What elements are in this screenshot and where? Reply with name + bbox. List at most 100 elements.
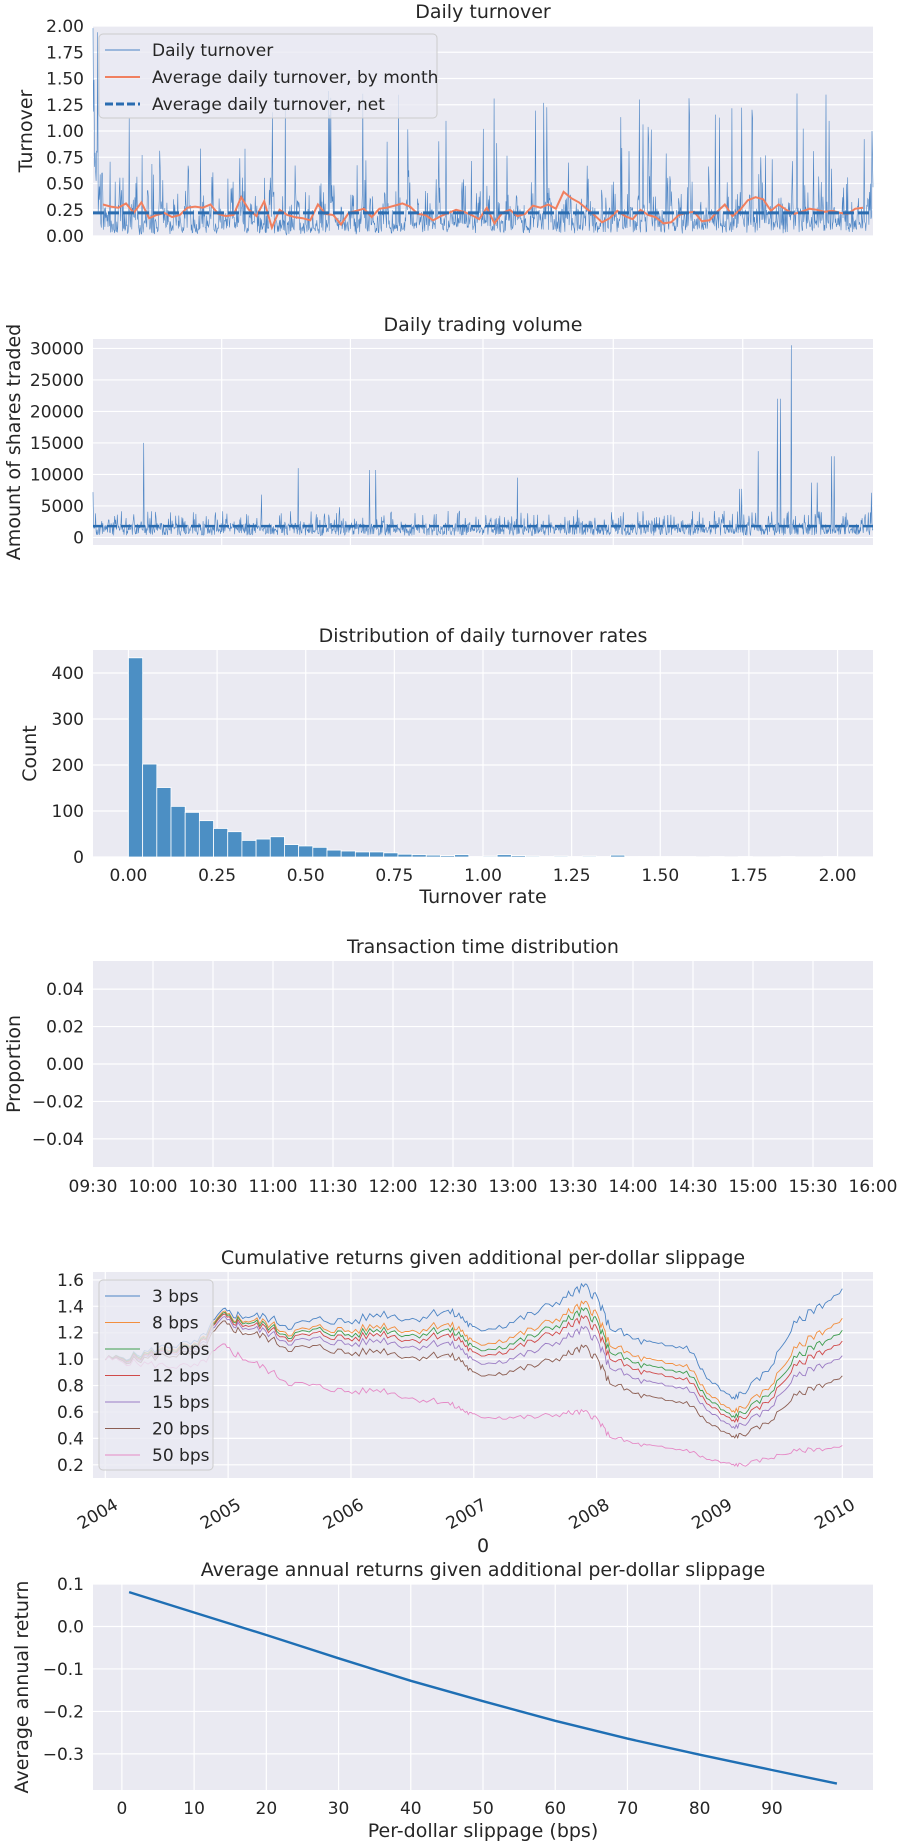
histogram-bar [213, 828, 229, 858]
y-axis-label: Amount of shares traded [3, 324, 25, 560]
legend-label: Average daily turnover, by month [152, 68, 438, 88]
y-tick-label: 1.0 [57, 1350, 84, 1370]
histogram-bar [184, 811, 200, 858]
histogram-bar [340, 850, 356, 858]
panel-1: Daily turnover Turnover 0.00 0.25 0.50 0.75 1.… [15, 1, 874, 247]
x-tick-label: 2006 [320, 1495, 367, 1534]
histogram-bar [241, 840, 257, 858]
histogram-bar [525, 855, 541, 858]
x-tick-label: 1.75 [730, 866, 768, 886]
histogram-bar [156, 787, 172, 858]
legend-label: 15 bps [152, 1393, 210, 1413]
y-axis-label: Turnover [15, 89, 37, 173]
x-tick-label: 0.00 [110, 866, 148, 886]
x-tick-label: 1.00 [464, 866, 502, 886]
y-tick-label: 0.6 [57, 1403, 84, 1423]
x-tick-label: 10:30 [189, 1177, 238, 1197]
cumulative-return-line [104, 1316, 843, 1430]
histogram-bar [510, 855, 526, 858]
legend: Daily turnover Average daily turnover, by… [98, 33, 438, 119]
y-tick-label: −0.3 [43, 1745, 84, 1765]
histogram-bar [269, 836, 285, 858]
daily-volume-line [92, 345, 874, 537]
y-tick-label: 1.25 [46, 96, 84, 116]
y-tick-label: 100 [52, 802, 84, 822]
x-tick-label: 1.25 [553, 866, 591, 886]
x-tick-label: 0.25 [198, 866, 236, 886]
y-tick-label: 200 [52, 756, 84, 776]
histogram-bar [255, 838, 271, 858]
chart-title: Average annual returns given additional … [201, 1559, 766, 1581]
y-tick-label: 0.1 [57, 1575, 84, 1595]
legend-label: 50 bps [152, 1446, 210, 1466]
x-axis-label: Turnover rate [418, 886, 546, 908]
y-tick-label: 1.50 [46, 70, 84, 90]
y-tick-label: 0.0 [57, 1617, 84, 1637]
y-tick-label: 1.4 [57, 1297, 84, 1317]
x-tick-label: 16:00 [849, 1177, 898, 1197]
y-tick-label: 0.04 [46, 980, 84, 1000]
x-axis-label: 0 [477, 1535, 489, 1557]
x-axis-label: Per-dollar slippage (bps) [368, 1820, 599, 1842]
x-tick-label: 0.75 [375, 866, 413, 886]
x-tick-label: 15:30 [789, 1177, 838, 1197]
x-tick-label: 2010 [811, 1495, 858, 1534]
x-tick-label: 2004 [74, 1495, 121, 1534]
y-tick-label: 0.00 [46, 1055, 84, 1075]
y-tick-label: 300 [52, 710, 84, 730]
y-tick-label: 2.00 [46, 17, 84, 37]
x-tick-label: 2009 [688, 1495, 735, 1534]
legend-label: 3 bps [152, 1287, 199, 1307]
x-tick-label: 2005 [197, 1495, 244, 1534]
cumulative-return-line [104, 1313, 843, 1423]
legend: 3 bps 8 bps 10 bps 12 bps 15 bps 20 bps 50 bps [98, 1279, 214, 1471]
x-tick-label: 1.50 [641, 866, 679, 886]
x-tick-label: 14:00 [609, 1177, 658, 1197]
y-tick-label: −0.04 [32, 1130, 84, 1150]
y-axis-label: Average annual return [11, 1581, 33, 1794]
y-tick-label: 0.4 [57, 1429, 84, 1449]
y-tick-label: 1.6 [57, 1271, 84, 1291]
x-tick-label: 0.50 [287, 866, 325, 886]
y-tick-label: 30000 [30, 339, 84, 359]
histogram-bar [326, 849, 342, 858]
x-tick-label: 13:00 [489, 1177, 538, 1197]
legend-box [98, 1279, 214, 1471]
chart-title: Transaction time distribution [346, 936, 619, 958]
histogram-bar [581, 855, 597, 858]
x-tick-label: 20 [256, 1799, 278, 1819]
x-tick-label: 2007 [443, 1495, 490, 1534]
chart-title: Daily turnover [415, 1, 551, 23]
y-tick-label: 0 [73, 848, 84, 868]
legend-label: 8 bps [152, 1314, 199, 1334]
histogram-bar [411, 854, 427, 858]
x-tick-label: 11:30 [309, 1177, 358, 1197]
legend-label: 12 bps [152, 1367, 210, 1387]
x-tick-label: 80 [689, 1799, 711, 1819]
histogram-bar [383, 852, 399, 858]
legend-box [98, 33, 438, 119]
cumulative-return-line [104, 1320, 843, 1440]
histogram-bar [298, 845, 314, 858]
x-tick-label: 40 [400, 1799, 422, 1819]
y-tick-label: 0.25 [46, 201, 84, 221]
x-tick-label: 90 [761, 1799, 783, 1819]
annual-return-line [128, 1590, 838, 1785]
legend-label: 10 bps [152, 1340, 210, 1360]
x-tick-label: 2008 [566, 1495, 613, 1534]
x-tick-label: 0 [116, 1799, 127, 1819]
y-tick-label: 0.50 [46, 175, 84, 195]
y-tick-label: 10000 [30, 465, 84, 485]
y-tick-label: −0.02 [32, 1092, 84, 1112]
x-tick-label: 14:30 [669, 1177, 718, 1197]
histogram-bar [496, 854, 512, 858]
histogram-bar [397, 853, 413, 858]
y-tick-label: 5000 [41, 497, 84, 517]
x-tick-label: 60 [544, 1799, 566, 1819]
y-tick-label: 0.00 [46, 227, 84, 247]
y-tick-label: 0.2 [57, 1456, 84, 1476]
panel-6: Average annual returns given additional … [11, 1559, 873, 1842]
legend-label: Daily turnover [152, 41, 273, 61]
histogram-bar [227, 831, 243, 858]
y-tick-label: 0 [73, 528, 84, 548]
